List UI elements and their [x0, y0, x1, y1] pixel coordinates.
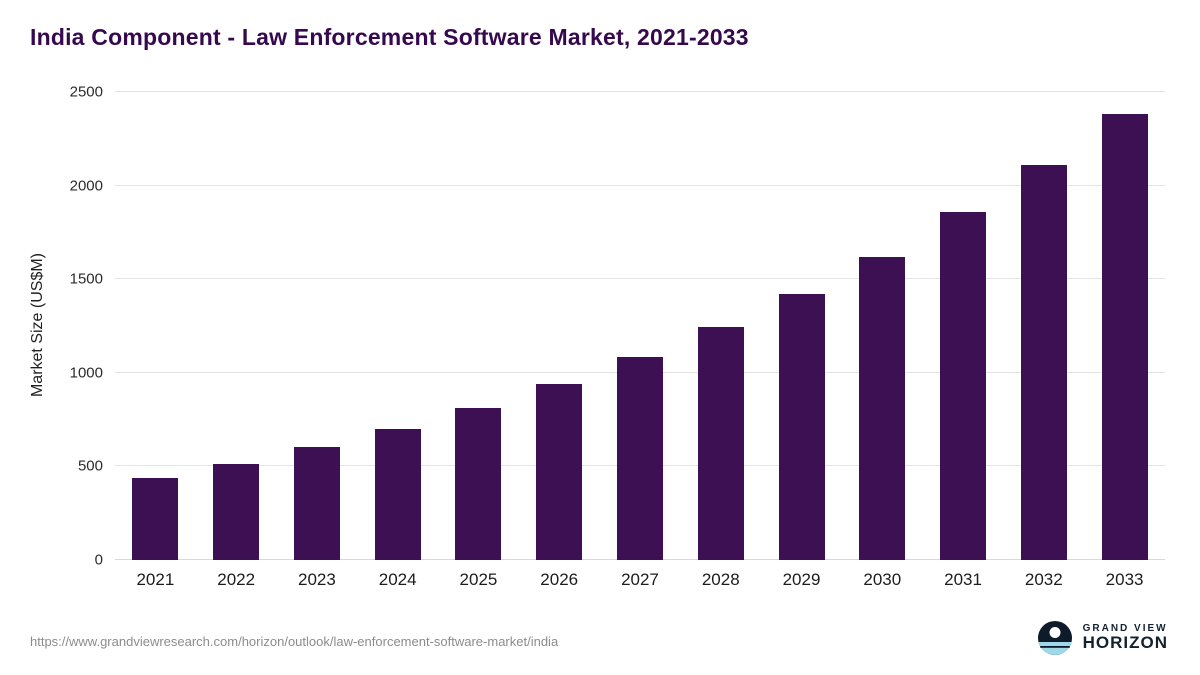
- brand-logo: GRAND VIEW HORIZON: [1037, 620, 1168, 656]
- x-label-2033: 2033: [1105, 570, 1144, 589]
- bar-2032[interactable]: [1003, 92, 1084, 560]
- x-label-2031: 2031: [944, 570, 982, 589]
- horizon-logo-icon: [1037, 620, 1073, 656]
- bar-rect-2023[interactable]: [293, 446, 340, 560]
- x-label-2024: 2024: [378, 570, 417, 589]
- x-label-2027: 2027: [621, 570, 659, 589]
- gridline-2000: [115, 184, 1165, 186]
- bar-rect-2028[interactable]: [697, 326, 744, 560]
- bar-rect-2030[interactable]: [859, 256, 906, 560]
- y-tick-0: 0: [94, 551, 103, 569]
- x-label-2032: 2032: [1024, 570, 1063, 589]
- bar-rect-2031[interactable]: [940, 211, 987, 560]
- logo-text-bottom: HORIZON: [1082, 633, 1168, 653]
- bar-rect-2032[interactable]: [1020, 165, 1067, 560]
- bar-rect-2026[interactable]: [536, 384, 583, 560]
- y-tick-1500: 1500: [69, 270, 103, 288]
- bar-2025[interactable]: [438, 92, 519, 560]
- chart-title: India Component - Law Enforcement Softwa…: [30, 24, 749, 50]
- bar-2022[interactable]: [196, 92, 277, 560]
- gridline-2500: [115, 91, 1165, 92]
- bar-2029[interactable]: [761, 92, 842, 560]
- bar-rect-2033[interactable]: [1101, 113, 1148, 560]
- x-label-2021: 2021: [136, 570, 175, 589]
- y-tick-2500: 2500: [69, 83, 103, 101]
- x-label-2029: 2029: [782, 570, 821, 589]
- source-url[interactable]: https://www.grandviewresearch.com/horizo…: [30, 634, 559, 649]
- bar-2031[interactable]: [923, 92, 1004, 560]
- bar-2028[interactable]: [680, 92, 761, 560]
- bar-rect-2029[interactable]: [778, 294, 825, 560]
- bar-rect-2025[interactable]: [455, 408, 502, 560]
- logo-text-top: GRAND VIEW: [1082, 623, 1168, 635]
- gridline-1500: [115, 278, 1165, 280]
- bar-rect-2024[interactable]: [374, 428, 421, 560]
- x-label-2030: 2030: [863, 570, 902, 589]
- bar-2027[interactable]: [600, 92, 681, 560]
- plot-area: [115, 91, 1165, 560]
- x-label-2022: 2022: [217, 570, 256, 589]
- x-label-2025: 2025: [459, 570, 498, 589]
- bar-2024[interactable]: [357, 92, 438, 560]
- bar-2026[interactable]: [519, 92, 600, 560]
- x-label-2026: 2026: [540, 570, 579, 589]
- y-tick-2000: 2000: [69, 177, 103, 195]
- x-axis-labels: 2021 2022 2023 2024 2025 2026 2027 2028 2029 2030…: [115, 570, 1165, 590]
- y-tick-500: 500: [77, 457, 103, 475]
- x-label-2023: 2023: [298, 570, 336, 589]
- x-label-2028: 2028: [701, 570, 740, 589]
- bar-rect-2027[interactable]: [616, 356, 663, 560]
- bar-rect-2021[interactable]: [132, 477, 179, 560]
- bar-2030[interactable]: [842, 92, 923, 560]
- bar-2023[interactable]: [277, 92, 358, 560]
- bar-rect-2022[interactable]: [213, 463, 260, 560]
- y-tick-1000: 1000: [69, 364, 103, 382]
- bar-2021[interactable]: [115, 92, 196, 560]
- bar-2033[interactable]: [1084, 92, 1165, 560]
- y-axis-ticks: 0 500 1000 1500 2000 2500: [35, 84, 103, 569]
- bars-container: [115, 92, 1165, 560]
